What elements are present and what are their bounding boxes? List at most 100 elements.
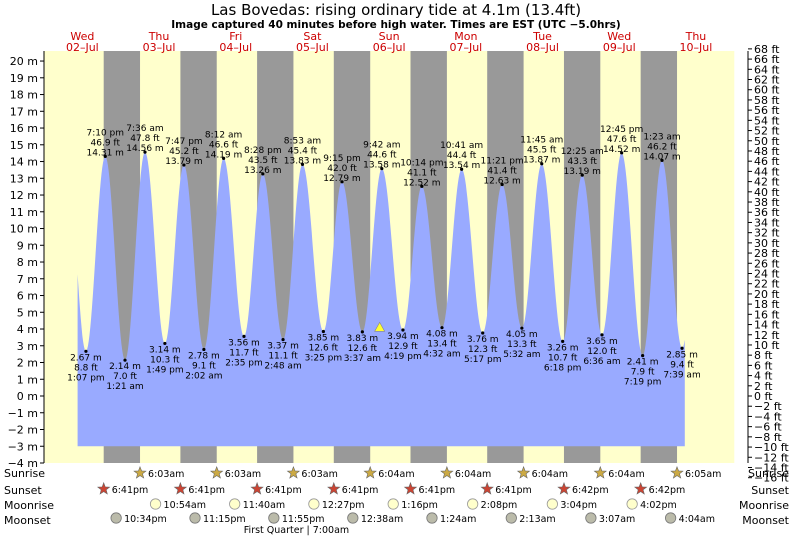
- moonrise-time: 12:27pm: [322, 500, 365, 511]
- sunset-icon: [173, 481, 188, 495]
- low-tide-time: 4:19 pm: [384, 352, 422, 362]
- ft-tick-label: −16 ft: [754, 472, 789, 485]
- ft-tick-label: 42 ft: [754, 176, 780, 189]
- ft-tick-label: 18 ft: [754, 298, 780, 311]
- high-tide-m: 13.87 m: [523, 156, 560, 166]
- moonset-time: 1:24am: [440, 514, 476, 525]
- sunset-time: 6:42pm: [572, 485, 609, 496]
- low-tide-m: 3.56 m: [228, 338, 260, 348]
- low-tide-time: 5:32 am: [503, 350, 540, 360]
- sunrise-time: 6:03am: [225, 469, 261, 480]
- low-tide-ft: 10.7 ft: [548, 353, 578, 363]
- chart-title: Las Bovedas: rising ordinary tide at 4.1…: [211, 1, 581, 19]
- low-tide-m: 2.85 m: [666, 350, 698, 360]
- ft-tick-label: 52 ft: [754, 125, 780, 138]
- high-tide-ft: 45.5 ft: [527, 146, 557, 156]
- high-tide-ft: 45.2 ft: [169, 147, 199, 157]
- row-label-moonset: Moonset: [4, 514, 51, 527]
- high-tide-point: [300, 162, 305, 166]
- m-tick-label: 6 m: [17, 290, 38, 303]
- day-label-dow: Wed: [70, 30, 94, 43]
- row-label-sunset: Sunset: [4, 484, 42, 497]
- sunset-icon: [403, 481, 418, 495]
- day-label-date: 02–Jul: [66, 41, 99, 54]
- day-label-date: 08–Jul: [526, 41, 559, 54]
- sunrise-time: 6:04am: [378, 469, 414, 480]
- m-tick-label: 16 m: [10, 122, 38, 135]
- sunset-icon: [633, 481, 648, 495]
- low-tide-point: [123, 358, 127, 362]
- m-tick-label: 7 m: [17, 273, 38, 286]
- day-label-date: 06–Jul: [373, 41, 406, 54]
- moonrise-time: 4:02pm: [640, 500, 677, 511]
- sunrise-icon: [133, 465, 147, 479]
- m-tick-label: 13 m: [10, 172, 38, 185]
- high-tide-point: [143, 150, 147, 154]
- sunset-time: 6:41pm: [265, 485, 302, 496]
- m-tick-label: 17 m: [10, 105, 38, 118]
- ft-tick-label: −10 ft: [754, 441, 789, 454]
- high-tide-point: [580, 173, 584, 177]
- sunrise-icon: [516, 465, 531, 479]
- ft-tick-label: 40 ft: [754, 186, 780, 199]
- low-tide-time: 1:07 pm: [67, 373, 105, 383]
- high-tide-ft: 43.3 ft: [568, 157, 598, 167]
- high-tide-time: 7:36 am: [126, 124, 163, 134]
- moonset-time: 2:13am: [519, 514, 555, 525]
- low-tide-ft: 12.6 ft: [348, 344, 378, 354]
- moonset-icon: [665, 512, 677, 524]
- high-tide-time: 11:45 am: [520, 136, 563, 146]
- high-tide-time: 9:15 pm: [323, 154, 361, 164]
- ft-tick-label: 28 ft: [754, 247, 780, 260]
- moonset-time: 11:55pm: [282, 514, 325, 525]
- ft-tick-label: 34 ft: [754, 216, 780, 229]
- row-label-moonset-right: Moonset: [742, 514, 789, 527]
- low-tide-time: 7:39 am: [663, 370, 700, 380]
- m-tick-label: 4 m: [17, 323, 38, 336]
- sunset-icon: [557, 481, 571, 495]
- m-tick-label: −3 m: [8, 440, 38, 453]
- moonset-icon: [426, 512, 438, 524]
- high-tide-ft: 41.4 ft: [487, 166, 517, 176]
- m-tick-label: 15 m: [10, 139, 38, 152]
- low-tide-time: 5:17 pm: [464, 355, 502, 365]
- high-tide-time: 7:10 pm: [86, 128, 124, 138]
- low-tide-m: 2.67 m: [70, 353, 102, 363]
- ft-tick-label: 14 ft: [754, 319, 780, 332]
- low-tide-time: 3:37 am: [344, 354, 381, 364]
- sunset-time: 6:41pm: [418, 485, 455, 496]
- m-tick-label: 20 m: [10, 55, 38, 68]
- high-tide-m: 12.79 m: [323, 174, 360, 184]
- low-tide-time: 7:19 pm: [624, 378, 662, 388]
- low-tide-point: [360, 330, 364, 334]
- low-tide-point: [321, 329, 325, 334]
- high-tide-time: 8:28 pm: [244, 146, 282, 156]
- row-label-sunrise-right: Sunrise: [748, 467, 789, 480]
- low-tide-point: [163, 341, 167, 346]
- sunrise-icon: [286, 465, 301, 479]
- sunset-icon: [480, 481, 494, 495]
- low-tide-time: 6:18 pm: [544, 363, 582, 373]
- row-label-sunset-right: Sunset: [751, 484, 789, 497]
- ft-tick-label: 62 ft: [754, 74, 780, 87]
- high-tide-point: [460, 167, 464, 171]
- day-label-date: 07–Jul: [449, 41, 482, 54]
- m-tick-label: 3 m: [17, 340, 38, 353]
- moonrise-time: 10:54am: [164, 500, 206, 511]
- moonset-time: 12:38am: [361, 514, 403, 525]
- high-tide-m: 14.07 m: [643, 152, 680, 162]
- ft-tick-label: 68 ft: [754, 43, 780, 56]
- ft-tick-label: 4 ft: [754, 370, 773, 383]
- high-tide-m: 13.58 m: [363, 161, 400, 171]
- ft-tick-label: 54 ft: [754, 114, 780, 127]
- low-tide-point: [202, 347, 206, 352]
- moonrise-icon: [467, 498, 479, 510]
- ft-tick-label: 10 ft: [754, 339, 780, 352]
- ft-tick-label: 12 ft: [754, 329, 780, 342]
- low-tide-m: 3.85 m: [308, 334, 340, 344]
- low-tide-time: 6:36 am: [583, 357, 620, 367]
- low-tide-m: 3.94 m: [387, 332, 419, 342]
- ft-tick-label: 56 ft: [754, 104, 780, 117]
- m-tick-label: −2 m: [8, 424, 38, 437]
